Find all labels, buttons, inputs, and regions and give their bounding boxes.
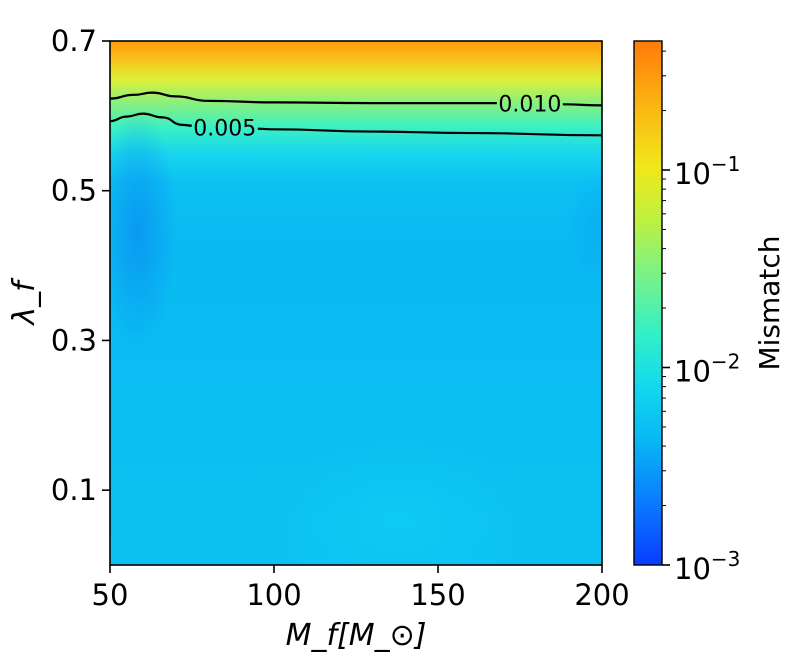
contour-line-0.010 bbox=[562, 103, 602, 107]
y-tick-label: 0.5 bbox=[51, 174, 97, 208]
y-tick-label: 0.7 bbox=[51, 24, 97, 58]
x-tick-label: 50 bbox=[92, 578, 129, 612]
svg-text:λ_f: λ_f bbox=[7, 277, 42, 327]
colorbar-gradient bbox=[633, 40, 663, 566]
y-axis: 0.1 0.3 0.5 0.7 bbox=[51, 24, 110, 507]
contour-labels: 0.010 0.005 bbox=[193, 92, 561, 141]
x-axis: 50 100 150 200 bbox=[92, 565, 630, 612]
x-tick-label: 150 bbox=[410, 578, 465, 612]
contour-label-0.005: 0.005 bbox=[193, 117, 256, 142]
plot-frame bbox=[109, 40, 603, 566]
y-axis-title-symbol: λ_f bbox=[7, 277, 42, 327]
contour-line-0.010 bbox=[110, 91, 497, 105]
colorbar-tick-label: 10−3 bbox=[674, 547, 740, 586]
x-axis-title-symbol: M_f[M_⊙] bbox=[286, 618, 427, 653]
y-tick-label: 0.1 bbox=[51, 473, 97, 507]
colorbar-tick-label: 10−1 bbox=[674, 152, 740, 191]
colorbar-title: Mismatch bbox=[753, 235, 786, 370]
contour-line-0.005 bbox=[257, 127, 602, 137]
svg-text:M_f[M_⊙]: M_f[M_⊙] bbox=[286, 618, 427, 653]
low-mismatch-pocket-right bbox=[565, 170, 602, 290]
contour-label-0.010: 0.010 bbox=[498, 92, 561, 117]
low-mismatch-pocket bbox=[110, 110, 178, 350]
colorbar-ticks: 10−3 10−2 10−1 bbox=[662, 50, 740, 586]
mid-mismatch-lobe bbox=[270, 440, 530, 565]
y-axis-title: λ_f bbox=[7, 277, 42, 327]
y-tick-label: 0.3 bbox=[51, 323, 97, 357]
x-tick-label: 200 bbox=[574, 578, 629, 612]
x-axis-title: M_f[M_⊙] bbox=[286, 618, 427, 653]
heatmap-shading bbox=[110, 110, 602, 565]
colorbar-tick-label: 10−2 bbox=[674, 350, 740, 389]
x-tick-label: 100 bbox=[246, 578, 301, 612]
colorbar: 10−3 10−2 10−1 Mismatch bbox=[633, 40, 786, 586]
contour-lines bbox=[110, 91, 602, 137]
plot-area: 0.010 0.005 bbox=[109, 40, 603, 566]
contour-line-0.005 bbox=[110, 112, 192, 127]
